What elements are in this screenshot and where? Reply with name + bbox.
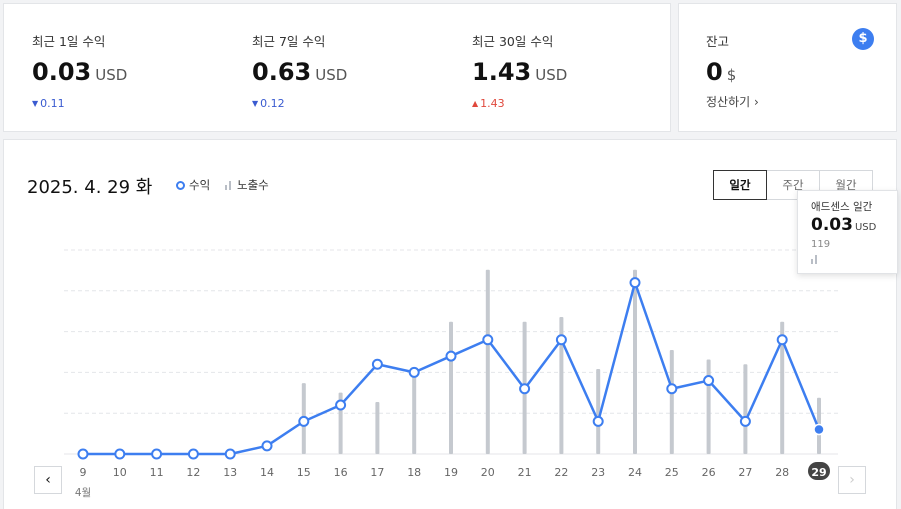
tab-daily[interactable]: 일간 bbox=[713, 170, 767, 200]
down-arrow-icon: ▼ bbox=[252, 99, 259, 108]
legend-revenue: 수익 bbox=[176, 177, 210, 193]
stat-7-days: 최근 7일 수익 0.63 USD ▼ 0.12 bbox=[252, 31, 347, 110]
x-tick-label: 12 bbox=[186, 466, 200, 479]
revenue-point bbox=[592, 415, 604, 427]
impression-bar bbox=[596, 368, 601, 454]
impression-bar bbox=[706, 359, 711, 454]
revenue-point bbox=[261, 440, 273, 452]
down-arrow-icon: ▼ bbox=[32, 99, 39, 108]
tooltip-title: 애드센스 일간 bbox=[811, 201, 873, 213]
revenue-point bbox=[187, 448, 199, 460]
revenue-point bbox=[77, 448, 89, 460]
stat-delta: ▼ 0.12 bbox=[252, 97, 285, 110]
impression-bar bbox=[449, 321, 453, 454]
revenue-point bbox=[151, 448, 163, 460]
balance-value: 0 $ bbox=[706, 58, 737, 86]
x-tick-label: 15 bbox=[297, 466, 311, 479]
x-tick-label: 24 bbox=[628, 466, 642, 479]
impression-bar bbox=[633, 269, 637, 454]
stat-label: 최근 1일 수익 bbox=[32, 34, 106, 49]
revenue-point bbox=[629, 277, 641, 289]
up-arrow-icon: ▲ bbox=[472, 99, 479, 108]
x-tick-label: 19 bbox=[444, 466, 458, 479]
stat-label: 최근 30일 수익 bbox=[472, 34, 554, 49]
revenue-point bbox=[224, 448, 236, 460]
stat-1-day: 최근 1일 수익 0.03 USD ▼ 0.11 bbox=[32, 31, 127, 110]
impression-bar bbox=[743, 364, 748, 454]
next-button[interactable]: › bbox=[838, 466, 866, 494]
revenue-point bbox=[703, 375, 715, 387]
x-tick-label: 16 bbox=[334, 466, 348, 479]
revenue-point bbox=[445, 350, 457, 362]
x-tick-label: 13 bbox=[223, 466, 237, 479]
tooltip-impressions: 119 bbox=[811, 239, 831, 250]
revenue-point bbox=[114, 448, 126, 460]
x-tick-label: 22 bbox=[554, 466, 568, 479]
impression-bar bbox=[780, 321, 785, 454]
bar-icon bbox=[225, 181, 233, 190]
x-tick-label: 21 bbox=[518, 466, 532, 479]
revenue-point-selected bbox=[813, 423, 825, 436]
selected-date-title: 2025. 4. 29 화 bbox=[27, 177, 153, 198]
impression-bar bbox=[669, 350, 674, 454]
tooltip-value: 0.03 USD bbox=[811, 215, 877, 235]
revenue-point bbox=[555, 334, 567, 346]
revenue-point bbox=[371, 358, 383, 370]
bar-icon bbox=[811, 255, 821, 264]
x-tick-label: 17 bbox=[370, 466, 384, 479]
x-tick-label: 28 bbox=[775, 466, 789, 479]
revenue-point bbox=[298, 415, 310, 427]
x-tick-label: 10 bbox=[113, 466, 127, 479]
x-tick-label: 25 bbox=[665, 466, 679, 479]
revenue-point bbox=[408, 366, 420, 378]
revenue-point bbox=[739, 415, 751, 427]
x-tick-label: 11 bbox=[150, 466, 164, 479]
revenue-point bbox=[482, 334, 494, 346]
stat-value: 1.43 USD bbox=[472, 58, 568, 86]
earnings-summary-card: 최근 1일 수익 0.03 USD ▼ 0.11 최근 7일 수익 0.63 USD … bbox=[3, 3, 671, 132]
impression-bar bbox=[375, 402, 380, 454]
chart-tooltip: 애드센스 일간 0.03 USD 119 bbox=[797, 190, 898, 274]
circle-icon bbox=[176, 181, 185, 190]
x-tick-label: 29 bbox=[811, 466, 826, 479]
revenue-chart: 9 10 11 12 13 14 15 16 17 18 19 20 21 22 23 24 25 26 27 28 2… bbox=[64, 249, 838, 499]
x-tick-label: 27 bbox=[738, 466, 752, 479]
stat-value: 0.63 USD bbox=[252, 58, 348, 86]
revenue-point bbox=[519, 383, 531, 395]
revenue-point bbox=[666, 383, 678, 395]
impression-bar bbox=[412, 373, 417, 454]
x-tick-label: 20 bbox=[481, 466, 495, 479]
x-tick-label: 18 bbox=[407, 466, 421, 479]
stat-label: 최근 7일 수익 bbox=[252, 34, 326, 49]
legend-impressions: 노출수 bbox=[225, 177, 269, 193]
chart-card: 2025. 4. 29 화 수익 노출수 일간 주간 월간 9 10 11 12 13 1… bbox=[3, 139, 897, 509]
balance-label: 잔고 bbox=[706, 34, 730, 49]
revenue-point bbox=[776, 334, 788, 346]
stat-delta: ▲ 1.43 bbox=[472, 97, 505, 110]
revenue-point bbox=[335, 399, 347, 411]
stat-delta: ▼ 0.11 bbox=[32, 97, 65, 110]
dollar-icon: $ bbox=[852, 28, 874, 50]
x-tick-label: 14 bbox=[260, 466, 274, 479]
month-label: 4월 bbox=[75, 487, 91, 499]
balance: 잔고 0 $ bbox=[706, 31, 736, 86]
stat-value: 0.03 USD bbox=[32, 58, 128, 86]
stat-30-days: 최근 30일 수익 1.43 USD ▲ 1.43 bbox=[472, 31, 567, 110]
selected-day-badge bbox=[808, 462, 830, 480]
x-tick-label: 23 bbox=[591, 466, 605, 479]
chevron-right-icon: › bbox=[754, 95, 759, 109]
settle-link[interactable]: 정산하기 › bbox=[706, 95, 759, 109]
prev-button[interactable]: ‹ bbox=[34, 466, 62, 494]
balance-card: 잔고 0 $ $ 정산하기 › bbox=[678, 3, 897, 132]
impression-bar bbox=[559, 316, 564, 454]
x-tick-label: 9 bbox=[80, 466, 87, 479]
impression-bar bbox=[485, 269, 490, 454]
x-tick-label: 26 bbox=[702, 466, 716, 479]
